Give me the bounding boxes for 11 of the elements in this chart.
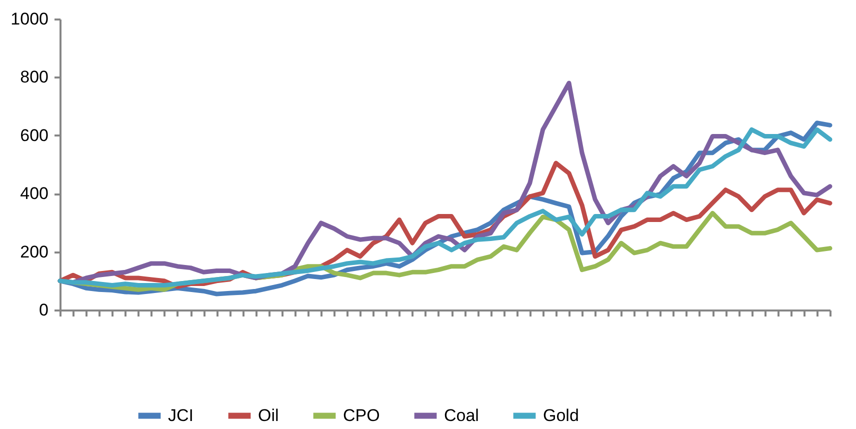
legend-label: Gold (543, 406, 579, 425)
legend-label: CPO (343, 406, 380, 425)
y-tick-label: 0 (39, 300, 48, 320)
legend-label: Coal (444, 406, 479, 425)
y-tick-label: 800 (20, 68, 48, 87)
y-tick-label: 400 (20, 184, 48, 204)
y-tick-label: 200 (20, 242, 48, 262)
legend-label: JCI (168, 406, 194, 425)
y-tick-label: 600 (20, 126, 48, 145)
y-tick-label: 1000 (10, 10, 48, 28)
legend-label: Oil (258, 406, 279, 425)
